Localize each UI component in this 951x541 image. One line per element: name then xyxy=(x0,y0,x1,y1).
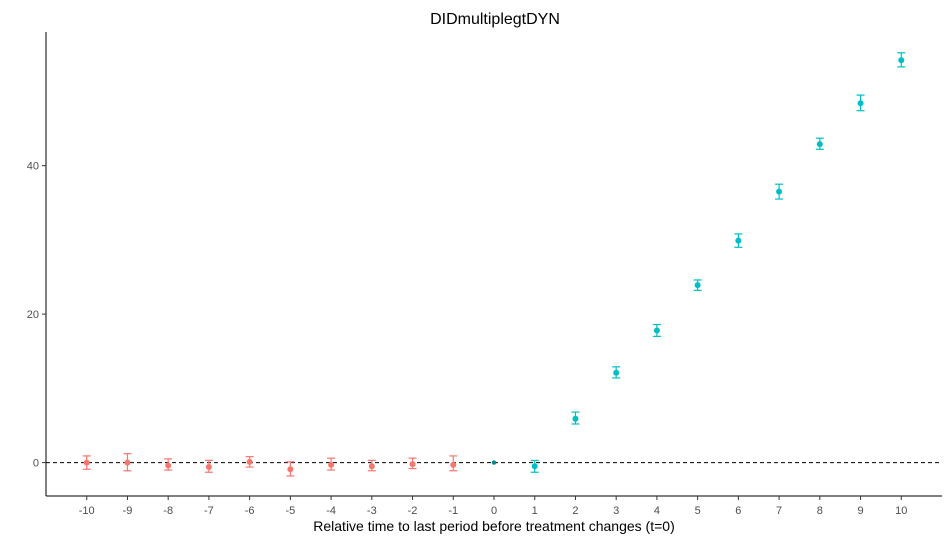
data-point xyxy=(491,460,497,465)
x-tick-label: 10 xyxy=(895,505,907,517)
data-point xyxy=(409,461,416,468)
x-tick-label: -2 xyxy=(408,505,418,517)
x-ticks: -10 -9 -8 -7 -6 -5 -4 -3 -2 -1 0 1 2 3 4 5 6 7 8 9 10 xyxy=(79,496,907,517)
data-point-group xyxy=(327,457,336,471)
x-tick-label: -9 xyxy=(123,505,133,517)
x-tick-label: -10 xyxy=(79,505,95,517)
x-tick-label: -8 xyxy=(163,505,173,517)
data-points-layer xyxy=(82,52,906,477)
x-tick-label: -6 xyxy=(245,505,255,517)
x-tick-label: 9 xyxy=(857,505,863,517)
data-point xyxy=(898,57,905,64)
data-point-group xyxy=(449,455,458,472)
data-point xyxy=(205,464,212,471)
x-tick-label: 2 xyxy=(572,505,578,517)
data-point-group xyxy=(856,94,865,112)
data-point xyxy=(694,282,701,289)
data-point-group xyxy=(245,456,254,468)
data-point xyxy=(572,415,579,422)
x-tick-label: -4 xyxy=(326,505,336,517)
x-tick-label: 8 xyxy=(817,505,823,517)
data-point xyxy=(776,188,783,195)
y-tick-label: 40 xyxy=(27,161,39,173)
data-point xyxy=(613,369,620,376)
x-tick-label: 3 xyxy=(613,505,619,517)
data-point-group xyxy=(734,233,743,248)
data-point-group xyxy=(815,137,824,150)
y-tick-label: 20 xyxy=(27,309,39,321)
x-tick-label: -7 xyxy=(204,505,214,517)
data-point-group xyxy=(82,455,91,470)
data-point-group xyxy=(530,459,539,473)
data-point-group xyxy=(408,457,417,470)
data-point-group xyxy=(367,459,376,472)
data-point-group xyxy=(204,459,213,473)
x-tick-label: 0 xyxy=(491,505,497,517)
x-tick-label: 7 xyxy=(776,505,782,517)
x-tick-label: -5 xyxy=(285,505,295,517)
data-point xyxy=(246,458,253,465)
data-point xyxy=(83,459,90,466)
x-tick-label: 4 xyxy=(654,505,660,517)
x-tick-label: 5 xyxy=(695,505,701,517)
data-point-group xyxy=(775,183,784,200)
data-point-group xyxy=(897,52,906,68)
data-point xyxy=(124,459,131,466)
chart-title: DIDmultiplegtDYN xyxy=(430,11,560,28)
data-point xyxy=(165,462,172,469)
x-tick-label: 6 xyxy=(735,505,741,517)
data-point-group xyxy=(286,461,295,477)
data-point-group xyxy=(123,453,132,472)
data-point xyxy=(857,100,864,107)
data-point xyxy=(368,463,375,470)
x-tick-label: -3 xyxy=(367,505,377,517)
data-point-group xyxy=(612,366,621,379)
x-axis-title: Relative time to last period before trea… xyxy=(313,518,674,534)
data-point-group xyxy=(164,458,173,471)
data-point-group xyxy=(693,279,702,291)
data-point xyxy=(735,237,742,244)
data-point xyxy=(328,461,335,468)
data-point xyxy=(531,463,538,470)
data-point-group xyxy=(652,323,661,337)
data-point xyxy=(653,327,660,334)
data-point-group xyxy=(491,460,497,465)
data-point xyxy=(450,461,457,468)
y-ticks: 0 20 40 xyxy=(27,161,46,470)
data-point-group xyxy=(571,411,580,425)
data-point xyxy=(287,466,294,473)
x-tick-label: 1 xyxy=(532,505,538,517)
y-tick-label: 0 xyxy=(33,458,39,470)
data-point xyxy=(816,141,823,148)
x-tick-label: -1 xyxy=(448,505,458,517)
